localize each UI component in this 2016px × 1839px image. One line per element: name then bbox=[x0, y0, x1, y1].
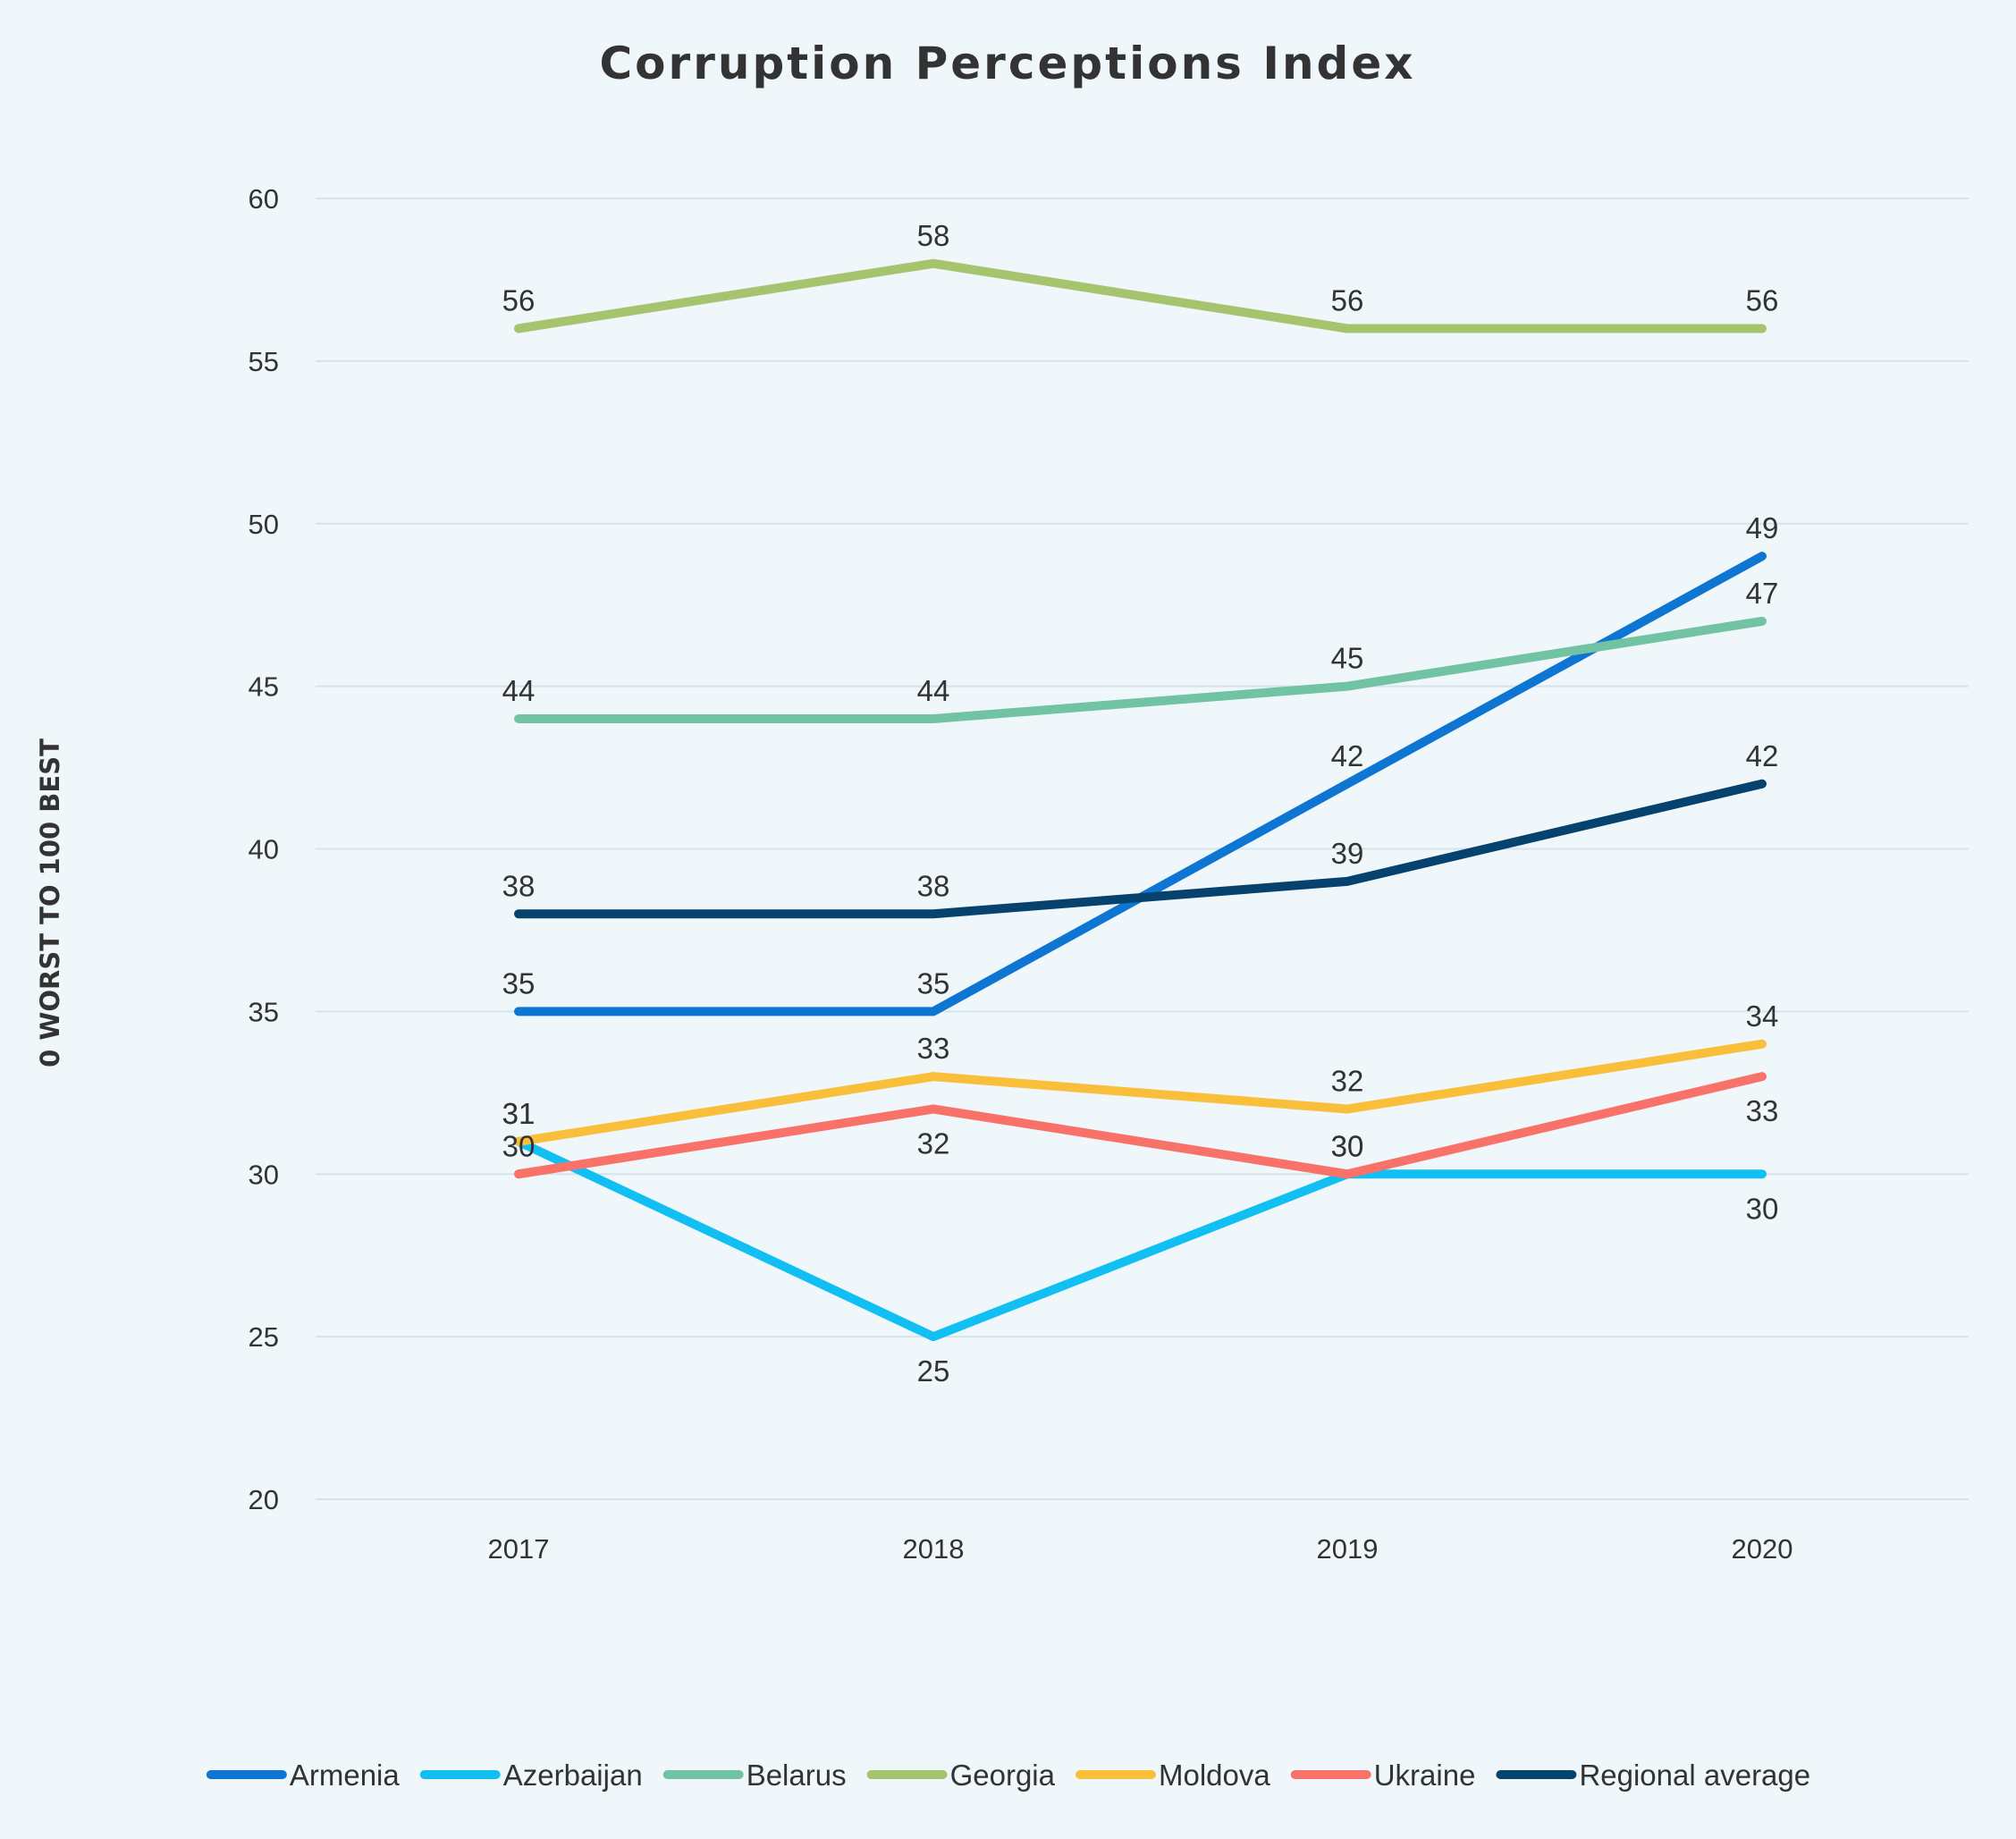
series-line-ukraine bbox=[514, 1072, 1767, 1179]
legend-item-azerbaijan: Azerbaijan bbox=[419, 1759, 643, 1792]
data-label-belarus: 44 bbox=[917, 674, 950, 707]
y-tick-label: 30 bbox=[249, 1159, 279, 1190]
series-line-regional-average bbox=[514, 779, 1767, 919]
data-label-belarus: 45 bbox=[1331, 642, 1364, 675]
legend-label: Georgia bbox=[950, 1759, 1056, 1792]
y-tick-label: 55 bbox=[249, 346, 279, 377]
data-label-regional-average: 38 bbox=[502, 869, 536, 902]
legend-item-regional-average: Regional average bbox=[1496, 1759, 1810, 1792]
y-tick-label: 35 bbox=[249, 996, 279, 1027]
series-line-georgia bbox=[514, 258, 1767, 333]
legend: Armenia Azerbaijan Belarus Georgia Moldova Uk… bbox=[206, 1759, 1810, 1792]
legend-item-moldova: Moldova bbox=[1075, 1759, 1270, 1792]
y-tick-label: 40 bbox=[249, 834, 279, 865]
data-label-ukraine: 33 bbox=[1746, 1094, 1779, 1127]
series-line-moldova bbox=[514, 1039, 1767, 1146]
data-label-ukraine: 30 bbox=[1331, 1129, 1364, 1162]
y-tick-label: 25 bbox=[249, 1321, 279, 1353]
y-tick-label: 45 bbox=[249, 671, 279, 703]
series-lines bbox=[514, 258, 1767, 1342]
data-label-azerbaijan: 30 bbox=[1746, 1192, 1779, 1225]
y-axis-ticks: 20 25 30 35 40 45 50 55 60 bbox=[249, 183, 279, 1515]
x-tick-label: 2020 bbox=[1732, 1533, 1793, 1565]
legend-item-armenia: Armenia bbox=[206, 1759, 401, 1792]
data-label-armenia: 42 bbox=[1331, 739, 1364, 772]
legend-label: Belarus bbox=[747, 1759, 847, 1792]
data-label-azerbaijan: 31 bbox=[502, 1097, 536, 1130]
series-line-belarus bbox=[514, 616, 1767, 723]
data-label-belarus: 47 bbox=[1746, 577, 1779, 610]
legend-item-belarus: Belarus bbox=[662, 1759, 847, 1792]
data-label-belarus: 44 bbox=[502, 674, 536, 707]
data-label-regional-average: 42 bbox=[1746, 739, 1779, 772]
legend-label: Armenia bbox=[290, 1759, 401, 1792]
y-tick-label: 20 bbox=[249, 1484, 279, 1515]
grid-lines bbox=[316, 198, 1969, 1500]
data-label-armenia: 35 bbox=[917, 966, 950, 1000]
x-tick-label: 2019 bbox=[1317, 1533, 1379, 1565]
legend-label: Regional average bbox=[1579, 1759, 1810, 1792]
series-line-azerbaijan bbox=[514, 1136, 1767, 1342]
data-label-regional-average: 39 bbox=[1331, 837, 1364, 870]
legend-label: Ukraine bbox=[1374, 1759, 1476, 1792]
data-label-armenia: 49 bbox=[1746, 511, 1779, 544]
data-label-georgia: 56 bbox=[1746, 284, 1779, 317]
x-tick-label: 2017 bbox=[488, 1533, 550, 1565]
data-label-georgia: 56 bbox=[502, 284, 536, 317]
data-label-moldova: 31 bbox=[502, 1097, 536, 1130]
data-label-armenia: 35 bbox=[502, 966, 536, 1000]
legend-label: Azerbaijan bbox=[503, 1759, 643, 1792]
data-label-moldova: 33 bbox=[917, 1032, 950, 1065]
x-axis-ticks: 2017 2018 2019 2020 bbox=[488, 1533, 1793, 1565]
data-label-azerbaijan: 30 bbox=[1331, 1129, 1364, 1162]
legend-label: Moldova bbox=[1159, 1759, 1270, 1792]
data-label-georgia: 56 bbox=[1331, 284, 1364, 317]
y-tick-label: 60 bbox=[249, 183, 279, 215]
chart-title: Corruption Perceptions Index bbox=[599, 38, 1415, 89]
y-axis-label: 0 WORST TO 100 BEST bbox=[35, 738, 65, 1067]
y-tick-label: 50 bbox=[249, 509, 279, 540]
data-label-regional-average: 38 bbox=[917, 869, 950, 902]
series-line-armenia bbox=[514, 552, 1767, 1017]
data-label-moldova: 32 bbox=[1331, 1065, 1364, 1098]
x-tick-label: 2018 bbox=[903, 1533, 965, 1565]
data-label-ukraine: 30 bbox=[502, 1129, 536, 1162]
data-label-moldova: 34 bbox=[1746, 1000, 1779, 1033]
legend-item-ukraine: Ukraine bbox=[1290, 1759, 1476, 1792]
data-label-azerbaijan: 25 bbox=[917, 1354, 950, 1388]
data-label-georgia: 58 bbox=[917, 219, 950, 252]
data-label-ukraine: 32 bbox=[917, 1127, 950, 1160]
legend-item-georgia: Georgia bbox=[866, 1759, 1056, 1792]
